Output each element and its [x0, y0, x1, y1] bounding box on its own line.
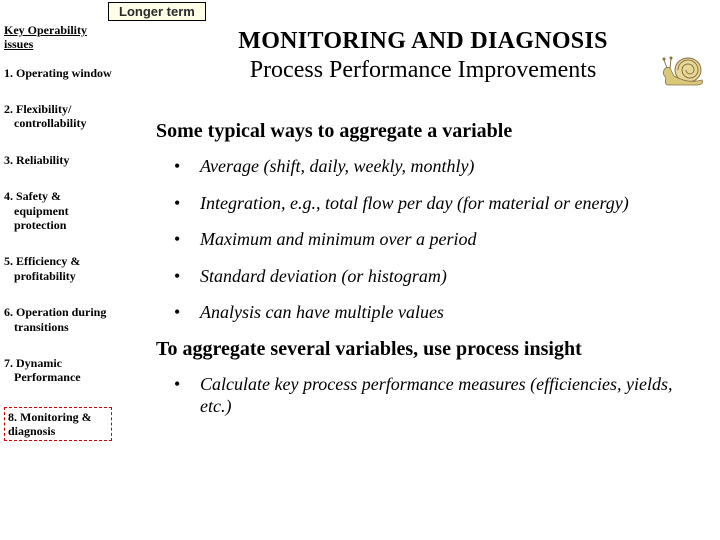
bullet-text: Standard deviation (or histogram)	[200, 265, 447, 288]
bullet-dot: •	[174, 373, 200, 418]
bullet-dot: •	[174, 301, 200, 324]
bullet-dot: •	[174, 155, 200, 178]
bullet-list-2: •Calculate key process performance measu…	[174, 373, 688, 418]
sidebar-item: 3. Reliability	[14, 153, 112, 167]
sidebar-item: 2. Flexibility/ controllability	[14, 102, 112, 131]
bullet-list-1: •Average (shift, daily, weekly, monthly)…	[174, 155, 688, 324]
sidebar-item: 6. Operation during transitions	[14, 305, 112, 334]
sidebar: Key Operability issues 1. Operating wind…	[4, 24, 112, 463]
sidebar-item: 5. Efficiency & profitability	[14, 254, 112, 283]
page-title-1: MONITORING AND DIAGNOSIS	[138, 28, 708, 55]
bullet-text: Calculate key process performance measur…	[200, 373, 688, 418]
sidebar-title: Key Operability issues	[4, 24, 112, 52]
bullet-item: •Standard deviation (or histogram)	[174, 265, 688, 288]
tab-longer-term[interactable]: Longer term	[108, 2, 206, 21]
section-heading-1: Some typical ways to aggregate a variabl…	[156, 120, 708, 143]
bullet-dot: •	[174, 228, 200, 251]
bullet-item: •Calculate key process performance measu…	[174, 373, 688, 418]
section-heading-2: To aggregate several variables, use proc…	[156, 338, 708, 361]
sidebar-item-highlighted: 8. Monitoring & diagnosis	[4, 407, 112, 442]
bullet-text: Analysis can have multiple values	[200, 301, 444, 324]
bullet-item: •Maximum and minimum over a period	[174, 228, 688, 251]
bullet-dot: •	[174, 265, 200, 288]
sidebar-item: 4. Safety & equipment protection	[14, 189, 112, 232]
sidebar-item: 1. Operating window	[14, 66, 112, 80]
bullet-text: Average (shift, daily, weekly, monthly)	[200, 155, 474, 178]
bullet-text: Maximum and minimum over a period	[200, 228, 476, 251]
bullet-item: •Integration, e.g., total flow per day (…	[174, 192, 688, 215]
bullet-text: Integration, e.g., total flow per day (f…	[200, 192, 629, 215]
tab-label: Longer term	[119, 4, 195, 19]
bullet-dot: •	[174, 192, 200, 215]
main-content: MONITORING AND DIAGNOSIS Process Perform…	[138, 28, 708, 432]
sidebar-item: 7. Dynamic Performance	[14, 356, 112, 385]
bullet-item: •Average (shift, daily, weekly, monthly)	[174, 155, 688, 178]
bullet-item: •Analysis can have multiple values	[174, 301, 688, 324]
page-title-2: Process Performance Improvements	[138, 57, 708, 84]
